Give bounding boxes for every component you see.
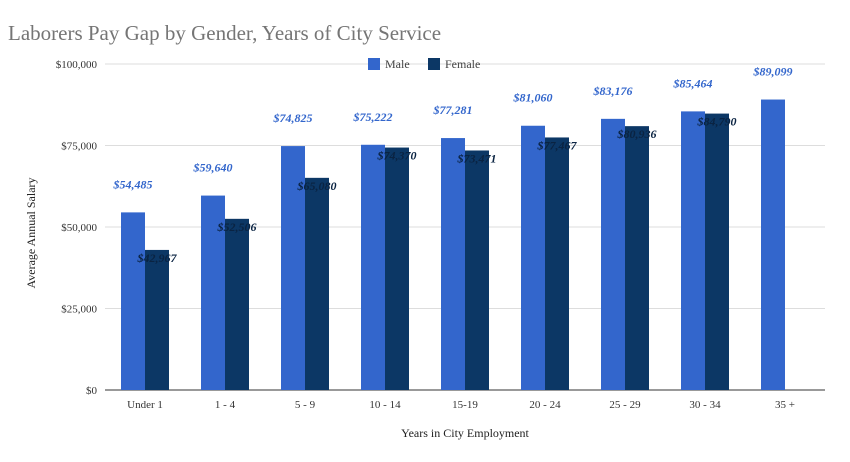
bar-female <box>465 150 489 390</box>
data-label-female: $42,967 <box>137 251 178 265</box>
legend-swatch-male <box>368 58 380 70</box>
x-tick-label: 35 + <box>775 399 795 411</box>
bars <box>121 99 785 391</box>
bar-male <box>201 195 225 390</box>
legend-label-female: Female <box>445 57 480 71</box>
y-tick-label: $50,000 <box>61 222 97 234</box>
x-axis-ticks: Under 1 1 - 4 5 - 9 10 - 14 15-19 20 - 24 25 -… <box>127 399 795 411</box>
data-label-female: $80,936 <box>617 127 657 141</box>
bar-male <box>761 99 785 390</box>
x-tick-label: 15-19 <box>452 399 478 411</box>
data-label-male: $74,825 <box>273 111 313 125</box>
x-tick-label: 30 - 34 <box>689 399 721 411</box>
y-axis-title: Average Annual Salary <box>24 177 38 288</box>
x-tick-label: 5 - 9 <box>295 399 316 411</box>
data-label-male: $59,640 <box>193 161 233 175</box>
legend-label-male: Male <box>385 57 410 71</box>
legend-swatch-female <box>428 58 440 70</box>
bar-male <box>281 146 305 390</box>
bar-female <box>385 147 409 390</box>
y-tick-label: $0 <box>86 385 98 397</box>
data-label-female: $52,506 <box>217 220 257 234</box>
bar-female <box>545 137 569 390</box>
bar-female <box>625 126 649 390</box>
bar-female <box>305 177 329 390</box>
data-label-female: $84,790 <box>697 115 737 129</box>
bar-female <box>225 218 249 390</box>
bar-male <box>361 144 385 390</box>
data-label-male: $75,222 <box>353 110 393 124</box>
bar-male <box>601 118 625 390</box>
x-tick-label: Under 1 <box>127 399 163 411</box>
data-label-female: $73,471 <box>457 151 497 165</box>
data-label-male: $81,060 <box>513 91 553 105</box>
y-tick-label: $75,000 <box>61 141 97 153</box>
data-label-female: $77,467 <box>537 138 578 152</box>
data-label-male: $77,281 <box>433 103 473 117</box>
x-tick-label: 25 - 29 <box>609 399 641 411</box>
x-tick-label: 1 - 4 <box>215 399 236 411</box>
data-label-female: $74,370 <box>377 149 417 163</box>
data-labels: $54,485 $42,967 $59,640 $52,506 $74,825 $65,0… <box>113 65 793 265</box>
y-axis-ticks: $0 $25,000 $50,000 $75,000 $100,000 <box>56 59 98 397</box>
x-tick-label: 10 - 14 <box>369 399 401 411</box>
data-label-male: $54,485 <box>113 177 153 191</box>
legend: Male Female <box>368 57 480 71</box>
x-axis-title: Years in City Employment <box>401 426 529 440</box>
x-tick-label: 20 - 24 <box>529 399 561 411</box>
bar-female <box>145 249 169 390</box>
bar-female <box>705 113 729 391</box>
bar-male <box>521 125 545 391</box>
chart-title: Laborers Pay Gap by Gender, Years of Cit… <box>8 21 441 45</box>
data-label-female: $65,080 <box>297 179 337 193</box>
data-label-male: $85,464 <box>673 76 713 90</box>
bar-male <box>441 138 465 390</box>
bar-male <box>681 111 705 390</box>
data-label-male: $83,176 <box>593 84 633 98</box>
y-tick-label: $100,000 <box>56 59 98 71</box>
bar-male <box>121 212 145 390</box>
data-label-male: $89,099 <box>753 65 793 79</box>
y-tick-label: $25,000 <box>61 304 97 316</box>
